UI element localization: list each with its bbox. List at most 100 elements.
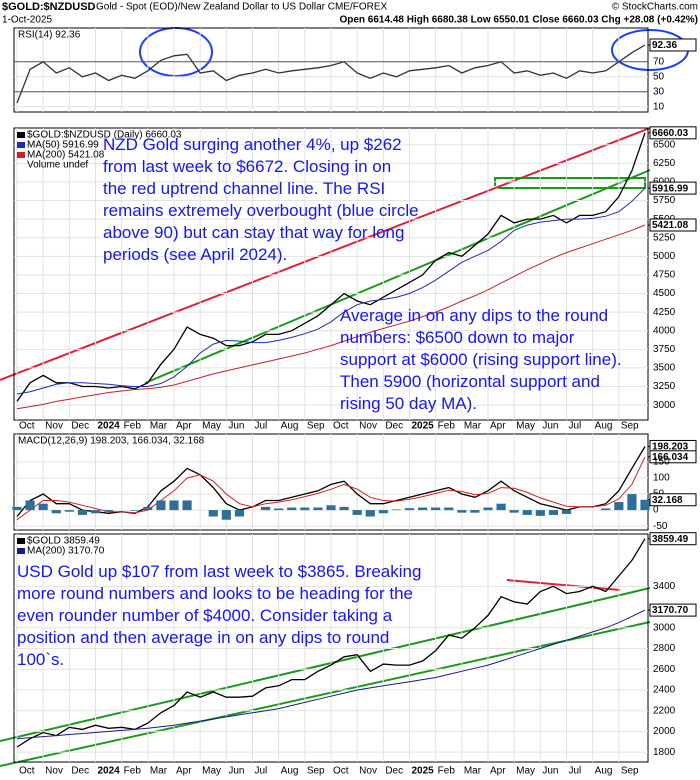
y-tick-label: 2000 [653,726,676,737]
histogram-bar [182,500,192,511]
histogram-bar [391,509,401,511]
y-tick-label: 2800 [653,643,676,654]
histogram-bar [339,506,349,511]
date: 1-Oct-2025 [2,15,52,26]
x-tick-label: Apr [176,421,192,432]
y-tick-label: 4500 [653,288,676,299]
x-tick-label: 2025 [412,766,435,777]
x-tick-label: Mar [150,421,168,432]
value-box [649,38,697,52]
legend-entry: MA(200) 5421.08 [27,150,105,161]
legend-swatch [17,152,25,158]
x-tick-label: Feb [124,766,142,777]
y-tick-label: -50 [653,521,668,532]
legend-entry: Volume undef [27,160,88,171]
x-tick-label: Nov [45,766,63,777]
histogram-bar [627,494,637,511]
y-tick-label: 1800 [653,747,676,758]
y-tick-label: 3000 [653,400,676,411]
x-tick-label: Nov [359,421,377,432]
series-line [16,538,646,748]
histogram-bar [444,507,454,511]
x-tick-label: Oct [333,421,349,432]
annotation-line: support at $6000 (rising support line). [340,350,622,369]
histogram-bar [535,510,545,516]
legend-swatch [17,132,25,138]
annotation: NZD Gold surging another 4%, up $262 from… [103,134,419,266]
histogram-bar [64,510,74,512]
annotation-line: numbers: $6500 down to major [340,328,575,347]
x-tick-label: Aug [281,766,299,777]
panel-title: RSI(14) 92.36 [18,30,81,41]
resistance-line [506,579,621,591]
histogram-bar [365,510,375,517]
symbol: $GOLD:$NZDUSD [2,1,96,13]
y-tick-label: 3500 [653,363,676,374]
histogram-bar [300,507,310,511]
histogram-bar [431,507,441,511]
x-tick-label: Sep [307,421,325,432]
y-tick-label: 5750 [653,195,676,206]
x-tick-label: Oct [19,421,35,432]
value-box [649,181,697,195]
x-tick-label: Dec [385,421,403,432]
y-tick-label: 92.36 [652,40,677,51]
x-tick-label: 2024 [98,421,121,432]
x-tick-label: May [516,421,535,432]
histogram-bar [12,506,22,511]
value-box [649,493,697,507]
y-tick-label: 2400 [653,685,676,696]
y-tick-label: 5421.08 [652,220,689,231]
x-tick-label: Nov [359,766,377,777]
description: Gold - Spot (EOD)/New Zealand Dollar to … [96,2,388,13]
annotation: USD Gold up $107 from last week to $3865… [17,561,421,671]
value-box [649,603,697,617]
histogram-bar [352,510,362,515]
histogram-bar [601,508,611,511]
histogram-bar [404,508,415,511]
y-tick-label: 198.203 [652,442,689,453]
series-line [16,224,646,410]
x-tick-label: Apr [490,766,506,777]
y-tick-label: 3400 [653,581,676,592]
annotation-line: the red uptrend channel line. The RSI [103,179,386,198]
histogram-bar [143,506,153,511]
x-tick-label: Jun [228,766,244,777]
series-line [16,132,646,402]
x-tick-label: May [202,421,221,432]
x-tick-label: Apr [176,766,192,777]
histogram-bar [509,510,519,513]
y-tick-label: 2600 [653,664,676,675]
histogram-bar [261,506,271,511]
histogram-bar [457,510,467,513]
y-tick-label: 5916.99 [652,183,689,194]
x-tick-label: 2025 [412,421,435,432]
annotation-line: more round numbers and looks to be headi… [17,584,413,603]
annotation-line: Then 5900 (horizontal support and [340,372,600,391]
y-tick-label: 3859.49 [652,534,689,545]
histogram-bar [234,510,244,517]
x-tick-label: Dec [71,421,89,432]
y-tick-label: 32.168 [652,495,683,506]
value-box [649,218,697,232]
histogram-bar [614,502,624,511]
x-tick-label: Mar [150,766,168,777]
y-tick-label: 6660.03 [652,128,689,139]
panel-title: MACD(12,26,9) 198.203, 166.034, 32.168 [18,436,205,447]
histogram-bar [326,505,336,511]
x-tick-label: Oct [333,766,349,777]
y-tick-label: 5250 [653,232,676,243]
y-tick-label: 6500 [653,139,676,150]
value-box [649,532,697,546]
y-tick-label: 4250 [653,307,676,318]
x-tick-label: Sep [621,421,639,432]
histogram-bar [640,499,650,511]
x-tick-label: Sep [621,766,639,777]
y-tick-label: 6250 [653,158,676,169]
x-tick-label: 2024 [98,766,121,777]
y-tick-label: 70 [653,56,665,67]
x-tick-label: Dec [71,766,89,777]
histogram-bar [522,510,532,515]
